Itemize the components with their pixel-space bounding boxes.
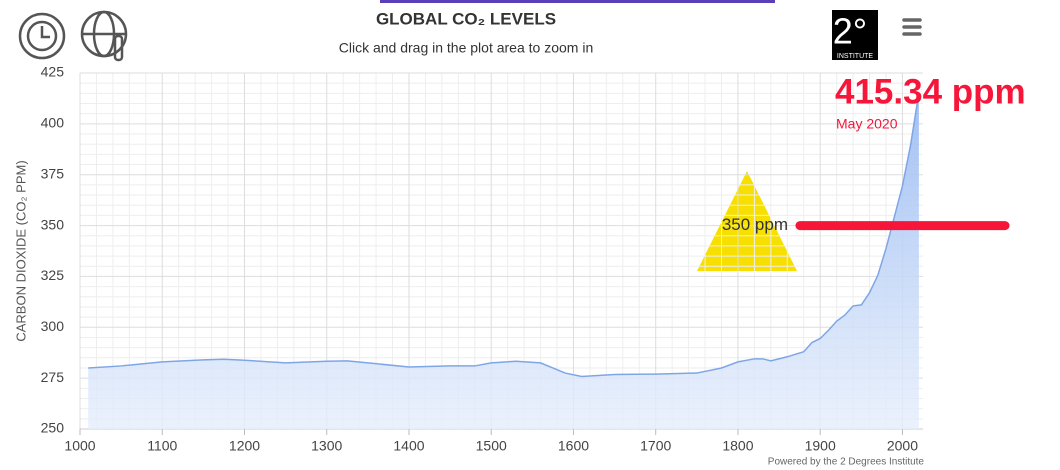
chart-subtitle: Click and drag in the plot area to zoom … (339, 40, 593, 56)
x-tick-label: 1700 (640, 438, 671, 454)
y-tick-label: 400 (41, 115, 65, 131)
x-tick-label: 1400 (393, 438, 424, 454)
x-tick-label: 1800 (722, 438, 753, 454)
history-icon[interactable] (18, 12, 66, 60)
y-tick-label: 350 (41, 216, 65, 232)
series-line (88, 92, 920, 378)
y-axis-label: CARBON DIOXIDE (CO₂ PPM) (13, 160, 28, 341)
logo-mark: 2° (833, 11, 867, 52)
credits: Powered by the 2 Degrees Institute (768, 457, 925, 468)
x-tick-label: 1500 (476, 438, 507, 454)
y-tick-label: 300 (41, 318, 65, 334)
y-tick-label: 325 (41, 267, 65, 283)
menu-button[interactable] (902, 18, 922, 36)
x-tick-label: 1900 (805, 438, 836, 454)
y-tick-label: 275 (41, 369, 65, 385)
logo-name: INSTITUTE (837, 53, 873, 60)
y-tick-label: 250 (41, 420, 65, 436)
latest-value: 415.34 ppm (835, 72, 1026, 111)
top-bar (380, 0, 775, 3)
globe-icon[interactable] (80, 10, 128, 62)
y-tick-label: 425 (41, 64, 65, 80)
logo (832, 10, 878, 60)
x-tick-label: 1600 (558, 438, 589, 454)
x-tick-label: 1100 (147, 438, 177, 454)
reference-label: 350 ppm (722, 215, 788, 234)
x-tick-label: 2000 (887, 438, 918, 454)
x-tick-label: 1000 (64, 438, 95, 454)
chart-title: GLOBAL CO₂ LEVELS (376, 9, 556, 28)
x-tick-label: 1300 (311, 438, 342, 454)
area-fill (88, 92, 919, 430)
x-tick-label: 1200 (229, 438, 260, 454)
latest-date: May 2020 (836, 116, 898, 132)
y-tick-label: 375 (41, 165, 65, 181)
